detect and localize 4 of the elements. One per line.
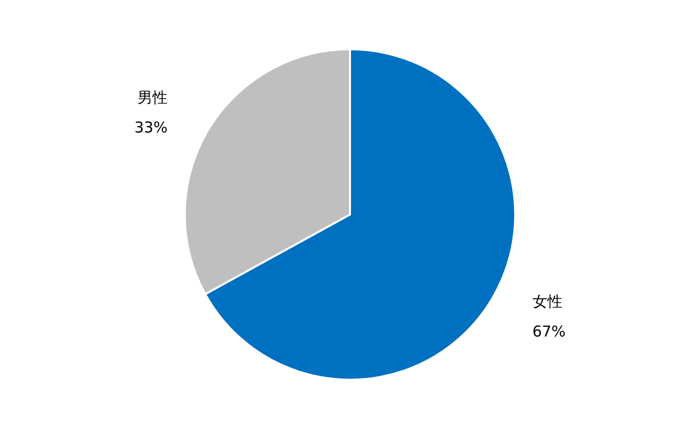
data-label: 67% (532, 322, 566, 340)
slice-label: 女性 (532, 292, 562, 310)
slice-label: 男性 (138, 88, 168, 107)
data-label: 33% (134, 118, 168, 137)
